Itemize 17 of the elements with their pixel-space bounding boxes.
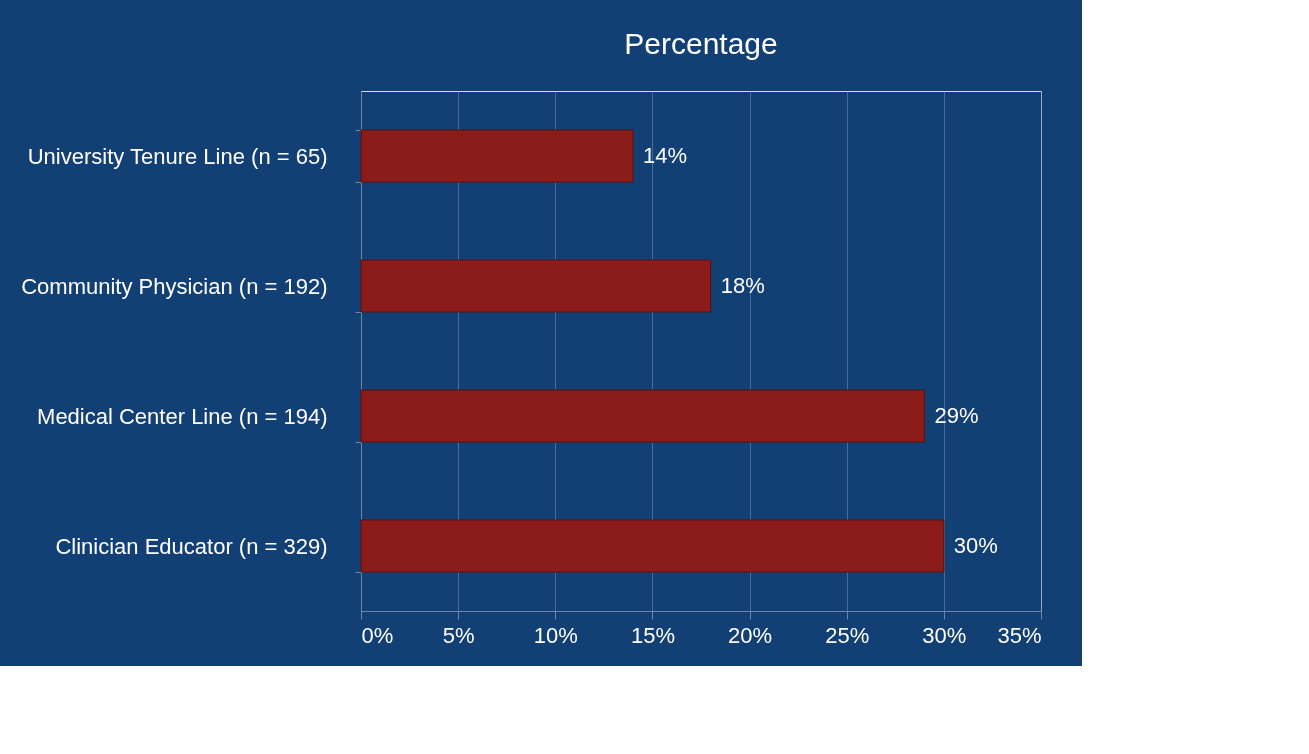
chart-title: Percentage [624, 27, 778, 60]
x-tick-label: 30% [922, 622, 967, 648]
y-tick-label: Community Physician (n = 192) [21, 273, 328, 299]
data-label: 29% [934, 403, 979, 428]
x-tick-label: 0% [361, 622, 394, 648]
y-tick-label: Clinician Educator (n = 329) [55, 533, 328, 559]
data-label: 30% [953, 533, 998, 558]
data-label: 14% [643, 143, 688, 168]
x-tick-label: 5% [442, 622, 475, 648]
x-tick-label: 10% [533, 622, 578, 648]
x-tick-label: 25% [825, 622, 870, 648]
x-tick-label: 35% [997, 622, 1042, 648]
y-tick-label: Medical Center Line (n = 194) [37, 403, 328, 429]
y-tick-label: University Tenure Line (n = 65) [27, 143, 328, 169]
x-tick-label: 20% [728, 622, 773, 648]
x-tick-label: 15% [630, 622, 675, 648]
data-label: 18% [720, 273, 765, 298]
